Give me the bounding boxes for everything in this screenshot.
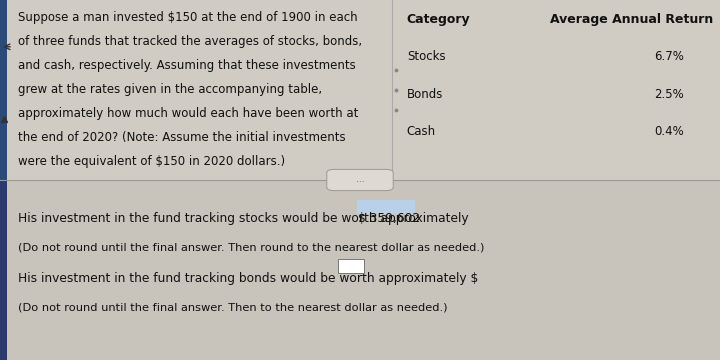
- Bar: [0, 0, 7, 180]
- Text: 6.7%: 6.7%: [654, 50, 684, 63]
- Text: and cash, respectively. Assuming that these investments: and cash, respectively. Assuming that th…: [18, 59, 356, 72]
- FancyBboxPatch shape: [327, 170, 393, 190]
- Text: ...: ...: [356, 175, 364, 184]
- Bar: [338, 259, 364, 273]
- Bar: [0, 180, 7, 360]
- Text: (Do not round until the final answer. Then to the nearest dollar as needed.): (Do not round until the final answer. Th…: [18, 302, 448, 312]
- Text: Average Annual Return: Average Annual Return: [549, 13, 713, 26]
- Text: His investment in the fund tracking bonds would be worth approximately $: His investment in the fund tracking bond…: [18, 272, 478, 285]
- Text: Bonds: Bonds: [407, 87, 444, 100]
- Text: (Do not round until the final answer. Then round to the nearest dollar as needed: (Do not round until the final answer. Th…: [18, 243, 485, 253]
- Bar: [0, 0, 720, 180]
- Text: grew at the rates given in the accompanying table,: grew at the rates given in the accompany…: [18, 83, 322, 96]
- Text: 0.4%: 0.4%: [654, 125, 684, 138]
- Text: Stocks: Stocks: [407, 50, 446, 63]
- Text: Suppose a man invested $150 at the end of 1900 in each: Suppose a man invested $150 at the end o…: [18, 11, 358, 24]
- Text: His investment in the fund tracking stocks would be worth approximately: His investment in the fund tracking stoc…: [18, 212, 472, 225]
- Bar: [357, 201, 415, 215]
- Text: approximately how much would each have been worth at: approximately how much would each have b…: [18, 107, 359, 120]
- Text: were the equivalent of $150 in 2020 dollars.): were the equivalent of $150 in 2020 doll…: [18, 155, 285, 168]
- Text: Category: Category: [407, 13, 470, 26]
- Text: $ 359,602: $ 359,602: [358, 212, 420, 225]
- Bar: [0, 180, 720, 360]
- Text: 2.5%: 2.5%: [654, 87, 684, 100]
- Text: of three funds that tracked the averages of stocks, bonds,: of three funds that tracked the averages…: [18, 35, 362, 48]
- Text: the end of 2020? (Note: Assume the initial investments: the end of 2020? (Note: Assume the initi…: [18, 131, 346, 144]
- Text: Cash: Cash: [407, 125, 436, 138]
